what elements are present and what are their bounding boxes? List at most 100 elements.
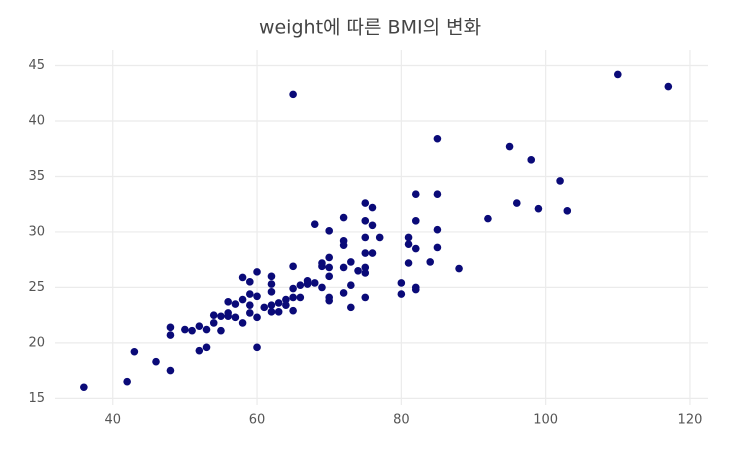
point — [80, 383, 88, 392]
point — [368, 221, 377, 230]
point — [224, 312, 232, 321]
point — [354, 266, 362, 275]
point — [289, 284, 297, 293]
point — [181, 325, 189, 334]
point — [534, 204, 543, 213]
point — [411, 217, 420, 225]
point — [166, 323, 175, 332]
y-tick-label: 40 — [28, 114, 45, 129]
point — [397, 279, 406, 287]
point — [433, 190, 442, 199]
point — [238, 295, 247, 304]
point — [267, 308, 276, 316]
point — [411, 190, 420, 199]
point — [426, 258, 435, 266]
point — [361, 199, 370, 207]
point — [484, 214, 492, 223]
point — [123, 377, 131, 386]
point — [188, 326, 196, 335]
point — [260, 303, 269, 312]
point — [246, 290, 254, 298]
point — [411, 283, 420, 292]
point — [253, 292, 261, 301]
point — [246, 278, 254, 286]
point — [368, 203, 377, 212]
point — [209, 311, 218, 319]
point — [274, 308, 283, 316]
point — [253, 313, 261, 322]
chart-title: weight에 따른 BMI의 변화 — [259, 17, 481, 39]
point — [195, 322, 204, 331]
point — [325, 227, 333, 235]
point — [512, 199, 521, 207]
point — [325, 293, 333, 302]
point — [404, 259, 413, 267]
point — [267, 280, 276, 288]
point — [303, 276, 312, 285]
point — [289, 262, 297, 271]
point — [455, 264, 463, 273]
point — [246, 309, 254, 317]
point — [267, 272, 276, 281]
point — [267, 301, 276, 309]
point — [397, 290, 406, 298]
point — [296, 293, 305, 302]
point — [217, 326, 225, 335]
y-tick-label: 35 — [28, 169, 45, 184]
point — [166, 331, 175, 339]
point — [404, 233, 413, 242]
point — [238, 319, 247, 327]
point — [527, 156, 536, 164]
x-tick-label: 40 — [104, 413, 121, 428]
point — [274, 299, 283, 307]
point — [231, 300, 240, 308]
point — [433, 243, 442, 252]
point — [238, 273, 247, 282]
point — [202, 343, 211, 352]
point — [325, 272, 333, 281]
point — [433, 134, 442, 143]
point — [202, 325, 211, 334]
point — [231, 313, 240, 322]
point — [361, 217, 370, 225]
x-tick-label: 80 — [393, 413, 410, 428]
point — [347, 258, 355, 266]
point — [614, 70, 622, 79]
point — [361, 293, 370, 302]
point — [505, 142, 514, 151]
point — [289, 306, 297, 315]
point — [325, 263, 333, 272]
point — [296, 281, 305, 289]
point — [325, 253, 333, 262]
point — [347, 303, 355, 312]
point — [339, 237, 348, 245]
point — [130, 347, 139, 356]
point — [318, 283, 326, 292]
y-tick-label: 20 — [28, 335, 45, 350]
point — [404, 240, 413, 248]
point — [375, 233, 384, 242]
x-tick-label: 120 — [678, 413, 703, 428]
point — [282, 301, 290, 309]
point — [563, 207, 572, 215]
point — [361, 263, 370, 272]
point — [267, 288, 276, 296]
point — [310, 220, 319, 228]
point — [289, 90, 297, 99]
point — [217, 312, 225, 321]
point — [361, 249, 370, 257]
point — [339, 263, 348, 272]
point — [361, 233, 370, 242]
point — [246, 301, 254, 309]
x-tick-label: 60 — [249, 413, 266, 428]
point — [209, 319, 218, 327]
point — [664, 82, 673, 91]
y-tick-label: 15 — [28, 391, 45, 406]
x-tick-label: 100 — [533, 413, 558, 428]
point — [253, 268, 261, 276]
point — [347, 281, 355, 289]
point — [339, 213, 348, 222]
point — [361, 269, 370, 277]
point — [318, 259, 326, 267]
